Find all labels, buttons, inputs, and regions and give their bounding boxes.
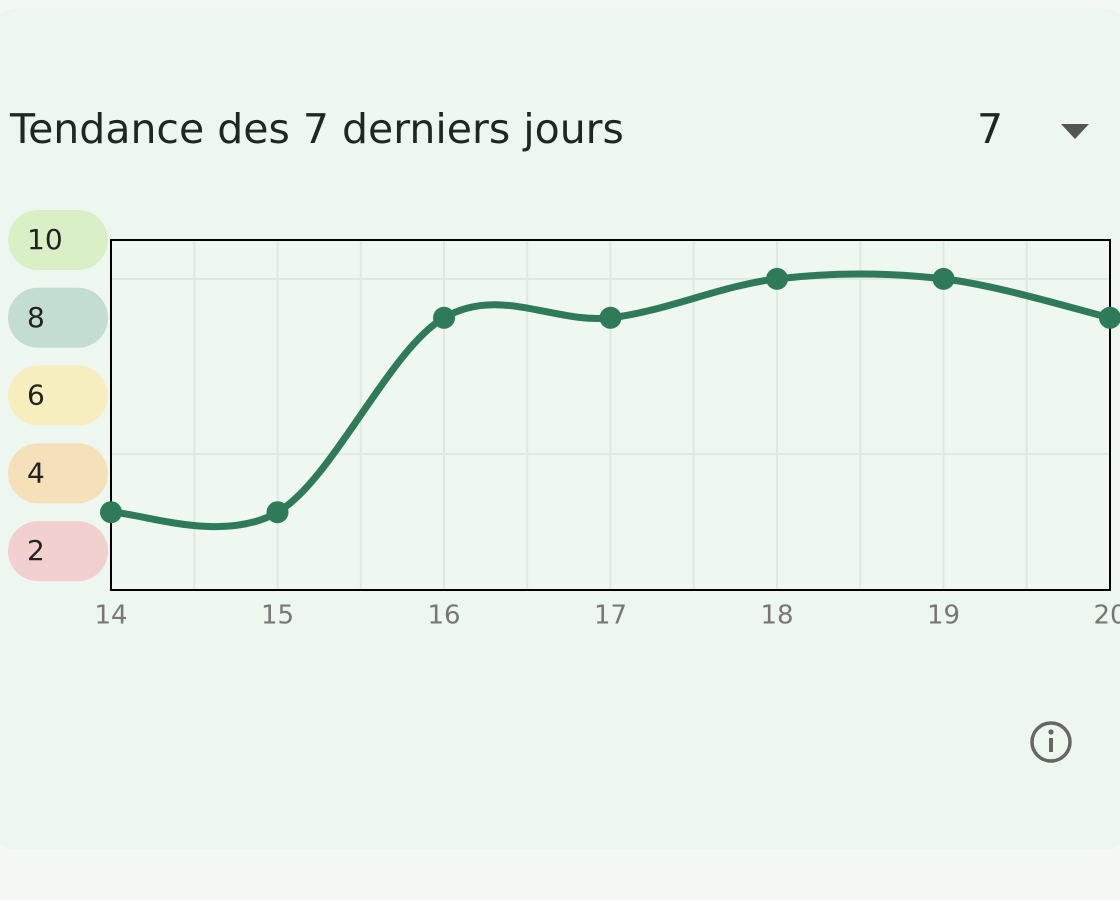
y-tick-pill — [8, 287, 108, 348]
x-tick-label: 16 — [427, 601, 460, 631]
data-point — [1099, 306, 1120, 329]
data-point — [266, 501, 289, 524]
x-tick-label: 14 — [94, 601, 127, 631]
y-tick-label: 10 — [27, 223, 63, 256]
y-tick-pill — [8, 210, 108, 270]
x-tick-label: 15 — [261, 601, 294, 631]
y-tick-pill — [8, 521, 108, 582]
y-tick-label: 8 — [27, 301, 45, 334]
x-tick-label: 17 — [594, 601, 627, 631]
x-tick-label: 18 — [760, 601, 793, 631]
data-point — [433, 306, 455, 329]
data-point — [766, 267, 788, 290]
data-point — [932, 267, 955, 290]
plot-border — [110, 239, 1111, 591]
x-tick-label: 20 — [1093, 601, 1120, 631]
y-tick-pill — [8, 443, 108, 504]
y-tick-label: 2 — [27, 534, 45, 567]
info-button[interactable] — [1030, 721, 1072, 763]
x-tick-label: 19 — [927, 601, 960, 631]
data-point — [100, 501, 122, 524]
y-tick-label: 6 — [27, 379, 45, 412]
card-title: Tendance des 7 derniers jours — [9, 105, 624, 153]
dropdown-arrow[interactable] — [1061, 124, 1089, 139]
period-selector[interactable]: 7 — [977, 105, 1003, 153]
y-tick-pill — [8, 365, 108, 426]
data-point — [599, 306, 622, 329]
y-tick-label: 4 — [27, 456, 45, 489]
